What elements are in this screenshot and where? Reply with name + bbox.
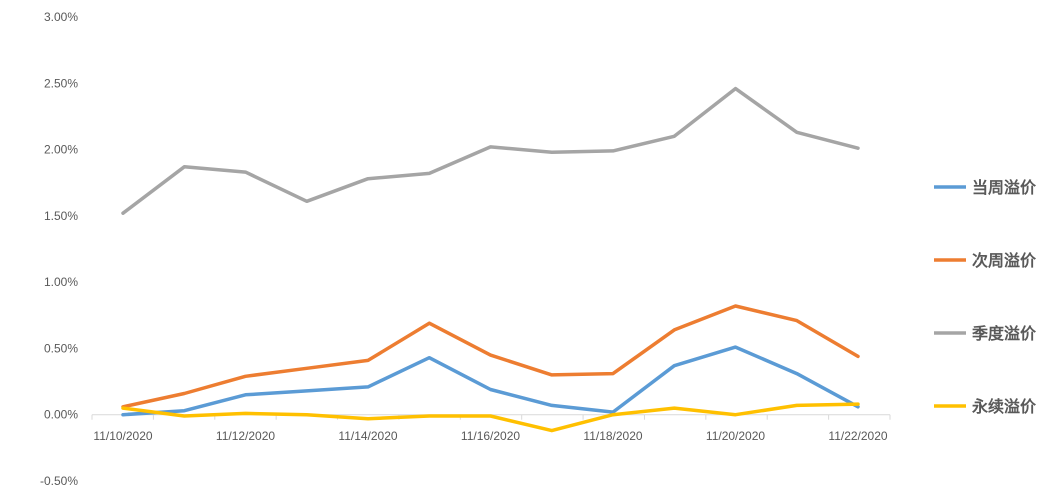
x-tick-label: 11/10/2020 <box>93 429 152 443</box>
y-tick-label: 0.50% <box>44 341 78 355</box>
series-line-2 <box>121 304 860 409</box>
y-tick-label: 2.50% <box>44 76 78 90</box>
legend-label: 次周溢价 <box>972 251 1037 270</box>
x-axis-ticks: 11/10/2020 11/12/2020 11/14/2020 11/16/2020… <box>91 414 891 443</box>
series-lines <box>121 86 860 433</box>
legend-label: 当周溢价 <box>972 178 1037 197</box>
y-tick-label: -0.50% <box>40 474 78 488</box>
series-line-4 <box>121 402 860 433</box>
y-tick-label: 2.00% <box>44 143 78 157</box>
legend-label: 季度溢价 <box>971 324 1037 343</box>
x-tick-label: 11/14/2020 <box>338 429 397 443</box>
y-tick-label: 3.00% <box>44 10 78 24</box>
x-tick-label: 11/22/2020 <box>828 429 887 443</box>
x-tick-label: 11/20/2020 <box>706 429 765 443</box>
x-tick-label: 11/18/2020 <box>583 429 642 443</box>
x-tick-label: 11/16/2020 <box>461 429 520 443</box>
series-line-1 <box>121 345 860 417</box>
y-axis-ticks: -0.50% 0.00% 0.50% 1.00% 1.50% 2.00% 2.50% 3.00… <box>40 10 78 488</box>
y-tick-label: 1.50% <box>44 209 78 223</box>
legend-label: 永续溢价 <box>971 397 1037 416</box>
y-tick-label: 1.00% <box>44 275 78 289</box>
y-tick-label: 0.00% <box>44 408 78 422</box>
x-tick-label: 11/12/2020 <box>216 429 275 443</box>
series-line-3 <box>121 86 860 215</box>
